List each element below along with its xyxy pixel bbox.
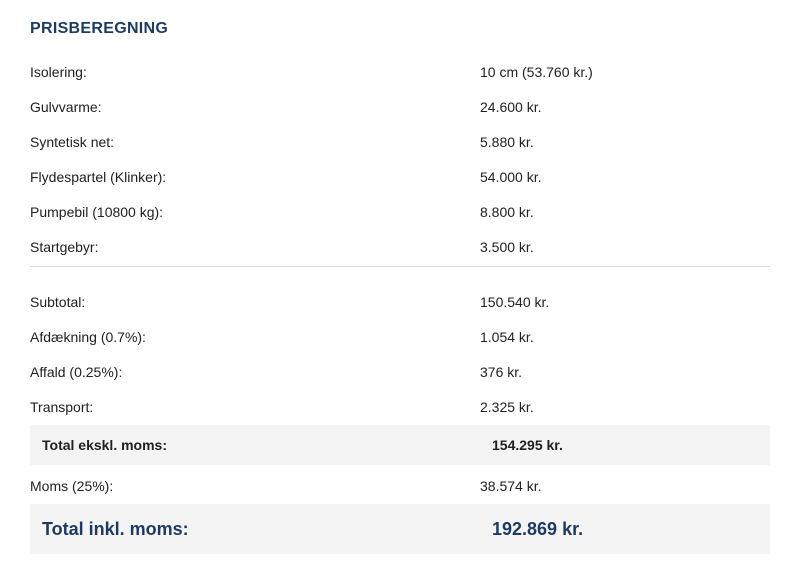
- line-item-value: 24.600 kr.: [480, 98, 542, 115]
- page-title: PRISBEREGNING: [30, 20, 169, 37]
- vat-row: Moms (25%): 38.574 kr.: [30, 468, 770, 503]
- line-item-row: Flydespartel (Klinker): 54.000 kr.: [30, 159, 770, 194]
- line-item-value: 10 cm (53.760 kr.): [480, 63, 593, 80]
- line-item-value: 5.880 kr.: [480, 133, 534, 150]
- summary-label: Affald (0.25%):: [30, 363, 123, 380]
- line-item-label: Pumpebil (10800 kg):: [30, 203, 164, 220]
- line-item-label: Startgebyr:: [30, 238, 99, 255]
- total-excl-vat-value: 154.295 kr.: [492, 437, 563, 453]
- summary-row: Affald (0.25%): 376 kr.: [30, 354, 770, 389]
- line-item-value: 54.000 kr.: [480, 168, 542, 185]
- line-item-value: 3.500 kr.: [480, 238, 534, 255]
- line-item-row: Pumpebil (10800 kg): 8.800 kr.: [30, 194, 770, 229]
- vat-label: Moms (25%):: [30, 477, 114, 494]
- summary-value: 376 kr.: [480, 363, 523, 380]
- line-item-label: Isolering:: [30, 63, 87, 80]
- section-divider: [30, 266, 770, 267]
- total-incl-vat-row: Total inkl. moms: 192.869 kr.: [30, 504, 770, 554]
- total-excl-vat-label: Total ekskl. moms:: [42, 437, 168, 453]
- line-item-value: 8.800 kr.: [480, 203, 534, 220]
- summary-row: Subtotal: 150.540 kr.: [30, 284, 770, 319]
- line-item-row: Gulvvarme: 24.600 kr.: [30, 89, 770, 124]
- line-item-row: Syntetisk net: 5.880 kr.: [30, 124, 770, 159]
- line-item-label: Syntetisk net:: [30, 133, 115, 150]
- line-item-label: Gulvvarme:: [30, 98, 102, 115]
- summary-value: 150.540 kr.: [480, 293, 550, 310]
- vat-value: 38.574 kr.: [480, 477, 542, 494]
- summary-value: 1.054 kr.: [480, 328, 534, 345]
- line-item-row: Startgebyr: 3.500 kr.: [30, 229, 770, 264]
- total-incl-vat-value: 192.869 kr.: [492, 518, 584, 539]
- line-item-row: Isolering: 10 cm (53.760 kr.): [30, 54, 770, 89]
- summary-label: Transport:: [30, 398, 94, 415]
- total-excl-vat-row: Total ekskl. moms: 154.295 kr.: [30, 425, 770, 465]
- summary-row: Afdækning (0.7%): 1.054 kr.: [30, 319, 770, 354]
- total-incl-vat-label: Total inkl. moms:: [42, 518, 189, 539]
- summary-row: Transport: 2.325 kr.: [30, 389, 770, 424]
- summary-value: 2.325 kr.: [480, 398, 534, 415]
- line-item-label: Flydespartel (Klinker):: [30, 168, 167, 185]
- summary-label: Subtotal:: [30, 293, 86, 310]
- summary-label: Afdækning (0.7%):: [30, 328, 146, 345]
